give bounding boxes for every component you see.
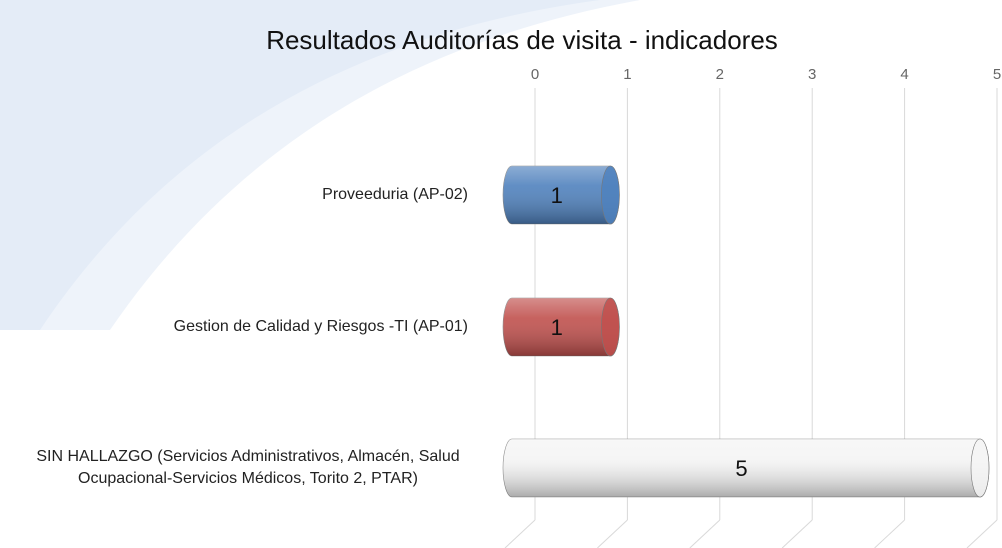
grid-floor xyxy=(689,519,721,548)
value-label: 1 xyxy=(551,183,563,208)
grid-floor xyxy=(781,519,813,548)
category-text: Proveeduria (AP-02) xyxy=(322,186,468,203)
x-tick-label: 4 xyxy=(900,66,908,83)
category-text: SIN HALLAZGO (Servicios Administrativos,… xyxy=(36,448,460,487)
x-tick-label: 1 xyxy=(623,66,631,83)
category-label: Gestion de Calidad y Riesgos -TI (AP-01) xyxy=(174,316,468,338)
x-tick-label: 5 xyxy=(993,66,1001,83)
grid-floor xyxy=(874,519,905,548)
grid-floor xyxy=(966,519,998,548)
category-label: Proveeduria (AP-02) xyxy=(322,184,468,206)
grid-floor xyxy=(504,519,536,548)
bar-shade xyxy=(503,439,989,497)
x-tick-label: 0 xyxy=(531,66,539,83)
x-tick-label: 2 xyxy=(716,66,724,83)
background-swoosh xyxy=(0,0,600,330)
bar-shade xyxy=(503,298,620,356)
category-label: SIN HALLAZGO (Servicios Administrativos,… xyxy=(28,446,468,490)
bar-shade xyxy=(503,166,620,224)
category-text: Gestion de Calidad y Riesgos -TI (AP-01) xyxy=(173,318,468,335)
value-label: 5 xyxy=(735,456,747,481)
chart-title: Resultados Auditorías de visita - indica… xyxy=(266,25,778,55)
bar-cap xyxy=(970,438,990,498)
value-label: 1 xyxy=(551,315,563,340)
bar-cap xyxy=(601,165,620,225)
bar-cap xyxy=(601,297,620,357)
x-tick-label: 3 xyxy=(808,66,816,83)
grid-floor xyxy=(597,519,628,548)
